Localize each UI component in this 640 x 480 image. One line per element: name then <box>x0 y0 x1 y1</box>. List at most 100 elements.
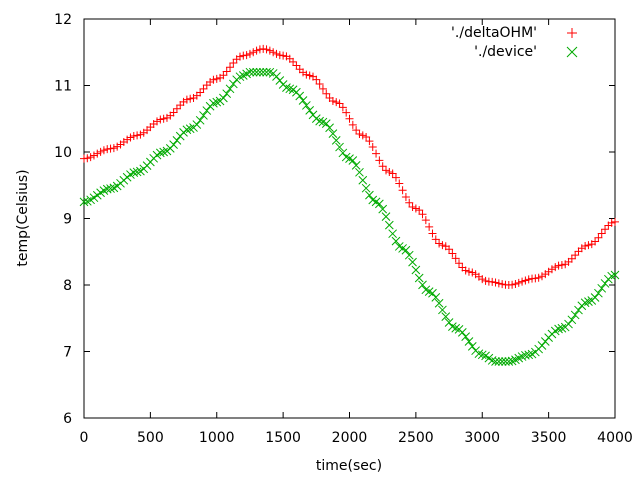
data-point <box>531 274 540 283</box>
data-point <box>252 67 261 77</box>
data-point <box>129 168 139 178</box>
y-tick-label: 10 <box>54 145 72 161</box>
data-point <box>398 186 407 195</box>
data-point <box>375 156 384 165</box>
data-point <box>385 167 394 176</box>
data-point <box>282 83 291 92</box>
y-tick-label: 8 <box>63 278 72 294</box>
data-point <box>418 280 427 290</box>
data-point <box>474 349 484 359</box>
data-point <box>597 283 607 293</box>
y-tick-label: 9 <box>63 212 72 228</box>
data-point <box>481 276 490 285</box>
data-point <box>395 179 404 188</box>
data-point <box>328 129 338 139</box>
data-point <box>305 106 315 115</box>
data-point <box>348 156 358 165</box>
data-point <box>411 265 421 275</box>
data-point <box>574 305 583 315</box>
data-point <box>155 148 165 158</box>
data-point <box>597 229 606 238</box>
data-point <box>302 70 311 79</box>
y-axis-label: temp(Celsius) <box>15 169 31 266</box>
data-point <box>508 280 517 289</box>
data-point <box>113 142 122 151</box>
data-point <box>567 254 576 263</box>
data-point <box>196 88 205 97</box>
data-point <box>448 322 457 332</box>
data-point <box>99 146 108 155</box>
data-point <box>252 46 261 55</box>
data-point <box>378 162 387 171</box>
data-point <box>461 266 470 275</box>
x-tick-label: 500 <box>137 430 164 446</box>
y-tick-label: 11 <box>54 79 72 95</box>
data-point <box>384 220 394 230</box>
data-point <box>222 67 231 76</box>
data-point <box>169 140 178 149</box>
data-point <box>348 120 357 129</box>
data-point <box>305 71 314 80</box>
data-point <box>159 114 168 123</box>
data-point <box>212 74 221 83</box>
data-point <box>518 277 527 286</box>
series-1 <box>79 67 620 366</box>
data-point <box>408 257 417 267</box>
data-point <box>185 124 195 134</box>
data-point <box>219 71 228 80</box>
data-point <box>129 131 138 140</box>
data-point <box>445 245 454 254</box>
data-point <box>269 48 278 57</box>
data-point <box>610 270 620 280</box>
legend-marker-1 <box>566 46 578 58</box>
data-point <box>192 120 202 129</box>
data-point <box>557 323 567 333</box>
data-point <box>332 98 341 107</box>
data-point <box>302 101 311 110</box>
data-point <box>438 241 447 250</box>
data-point <box>99 186 109 196</box>
data-point <box>315 116 324 126</box>
data-point <box>222 89 232 99</box>
data-point <box>335 99 344 108</box>
data-point <box>564 319 573 329</box>
data-point <box>491 357 500 366</box>
data-point <box>391 236 401 246</box>
legend: './deltaOHM' './device' <box>451 25 578 60</box>
x-tick-labels: 0 500 1000 1500 2000 2500 3000 3500 4000 <box>80 430 633 446</box>
data-point <box>451 254 460 263</box>
data-point <box>601 225 610 234</box>
data-point <box>448 249 457 258</box>
data-point <box>388 229 397 239</box>
data-point <box>554 261 563 270</box>
data-point <box>322 89 331 98</box>
data-point <box>507 356 517 366</box>
data-point <box>554 324 563 334</box>
data-point <box>468 268 477 277</box>
data-point <box>292 61 301 70</box>
x-tick-label: 2500 <box>398 430 434 446</box>
data-point <box>89 151 98 160</box>
data-point <box>153 117 162 126</box>
data-point <box>498 280 507 289</box>
data-point <box>318 84 327 93</box>
data-point <box>186 94 195 103</box>
data-point <box>557 261 566 270</box>
series-0 <box>80 44 619 289</box>
data-point <box>421 216 430 225</box>
data-point <box>358 175 368 185</box>
data-point <box>295 91 305 101</box>
data-point <box>514 278 523 287</box>
data-point <box>335 142 344 152</box>
data-point <box>521 276 530 285</box>
data-point <box>434 298 444 308</box>
data-point <box>551 263 560 272</box>
data-point <box>501 357 510 366</box>
data-point <box>202 81 211 90</box>
plot-frame <box>83 18 616 419</box>
data-point <box>461 332 471 341</box>
data-point <box>189 93 198 102</box>
data-point <box>162 113 171 122</box>
data-point <box>537 272 546 281</box>
data-point <box>457 328 467 337</box>
